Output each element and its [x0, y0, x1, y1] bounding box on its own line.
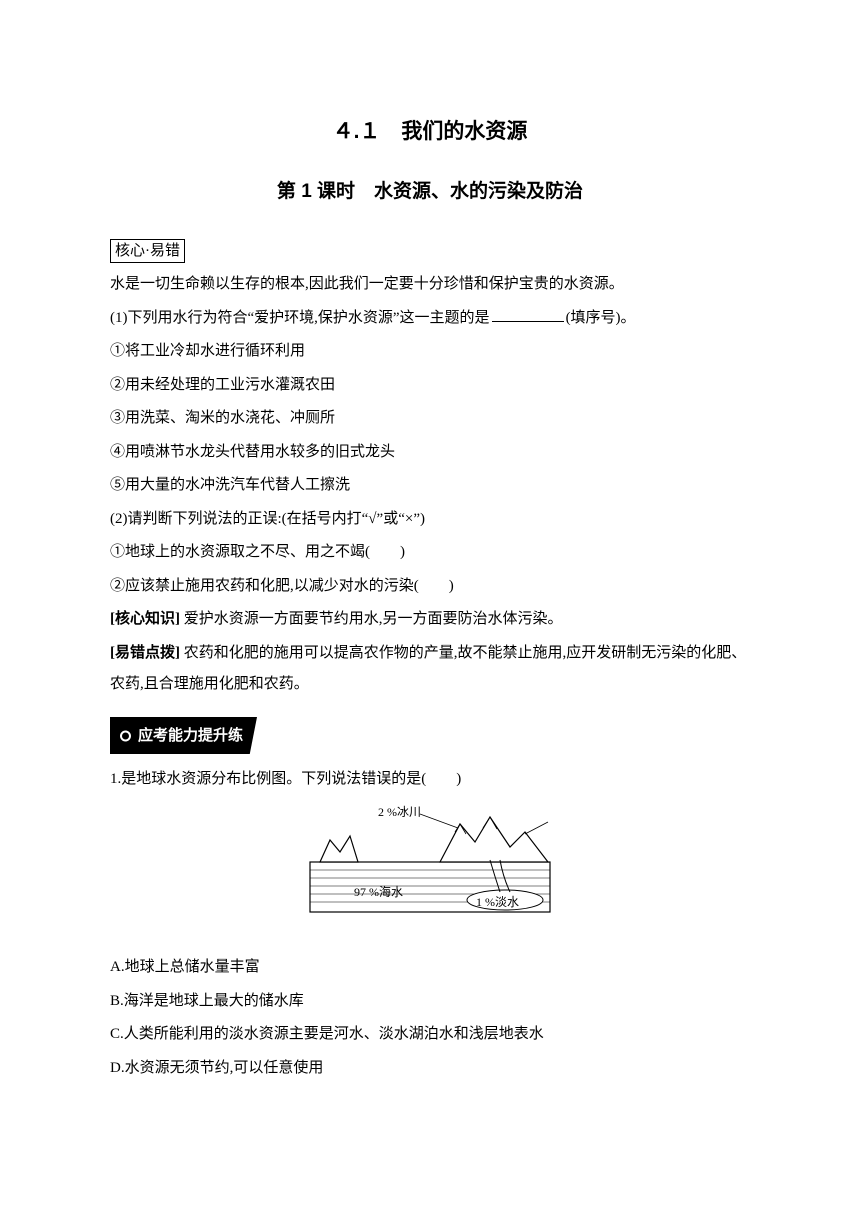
- core-knowledge-text: 爱护水资源一方面要节约用水,另一方面要防治水体污染。: [184, 611, 563, 627]
- ex1-stem: 1.是地球水资源分布比例图。下列说法错误的是( ): [110, 764, 750, 796]
- ex1-opt-b: B.海洋是地球上最大的储水库: [110, 986, 750, 1018]
- tip-text: 农药和化肥的施用可以提高农作物的产量,故不能禁止施用,应开发研制无污染的化肥、农…: [110, 645, 746, 693]
- intro-text: 水是一切生命赖以生存的根本,因此我们一定要十分珍惜和保护宝贵的水资源。: [110, 269, 750, 301]
- q2-item-2: ②应该禁止施用农药和化肥,以减少对水的污染( ): [110, 571, 750, 603]
- fig-label-freshwater: 1 %淡水: [476, 890, 519, 915]
- q1-blank[interactable]: [492, 307, 564, 322]
- banner-label: 应考能力提升练: [110, 717, 257, 755]
- q1-stem-a: (1)下列用水行为符合“爱护环境,保护水资源”这一主题的是: [110, 310, 490, 326]
- core-knowledge: [核心知识] 爱护水资源一方面要节约用水,另一方面要防治水体污染。: [110, 604, 750, 636]
- q1-opt-2: ②用未经处理的工业污水灌溉农田: [110, 370, 750, 402]
- q2-item-1: ①地球上的水资源取之不尽、用之不竭( ): [110, 537, 750, 569]
- fig-label-seawater: 97 %海水: [354, 880, 403, 905]
- water-distribution-figure: 2 %冰川 97 %海水 1 %淡水: [300, 802, 560, 922]
- core-label-box: 核心·易错: [110, 239, 185, 264]
- q1-opt-5: ⑤用大量的水冲洗汽车代替人工擦洗: [110, 470, 750, 502]
- core-knowledge-label: [核心知识]: [110, 611, 180, 627]
- title-main: ４.１ 我们的水资源: [110, 110, 750, 154]
- ex1-opt-d: D.水资源无须节约,可以任意使用: [110, 1053, 750, 1085]
- tip-label: [易错点拨]: [110, 645, 180, 661]
- fig-label-glacier: 2 %冰川: [378, 800, 421, 825]
- q1-stem: (1)下列用水行为符合“爱护环境,保护水资源”这一主题的是 (填序号)。: [110, 303, 750, 335]
- q1-stem-b: (填序号)。: [566, 310, 636, 326]
- figure-wrap: 2 %冰川 97 %海水 1 %淡水: [110, 802, 750, 935]
- q1-opt-3: ③用洗菜、淘米的水浇花、冲厕所: [110, 403, 750, 435]
- title-sub: 第 1 课时 水资源、水的污染及防治: [110, 172, 750, 212]
- q2-stem: (2)请判断下列说法的正误:(在括号内打“√”或“×”): [110, 504, 750, 536]
- tip: [易错点拨] 农药和化肥的施用可以提高农作物的产量,故不能禁止施用,应开发研制无…: [110, 638, 750, 701]
- q1-opt-4: ④用喷淋节水龙头代替用水较多的旧式龙头: [110, 437, 750, 469]
- ex1-opt-a: A.地球上总储水量丰富: [110, 952, 750, 984]
- ex1-opt-c: C.人类所能利用的淡水资源主要是河水、淡水湖泊水和浅层地表水: [110, 1019, 750, 1051]
- q1-opt-1: ①将工业冷却水进行循环利用: [110, 336, 750, 368]
